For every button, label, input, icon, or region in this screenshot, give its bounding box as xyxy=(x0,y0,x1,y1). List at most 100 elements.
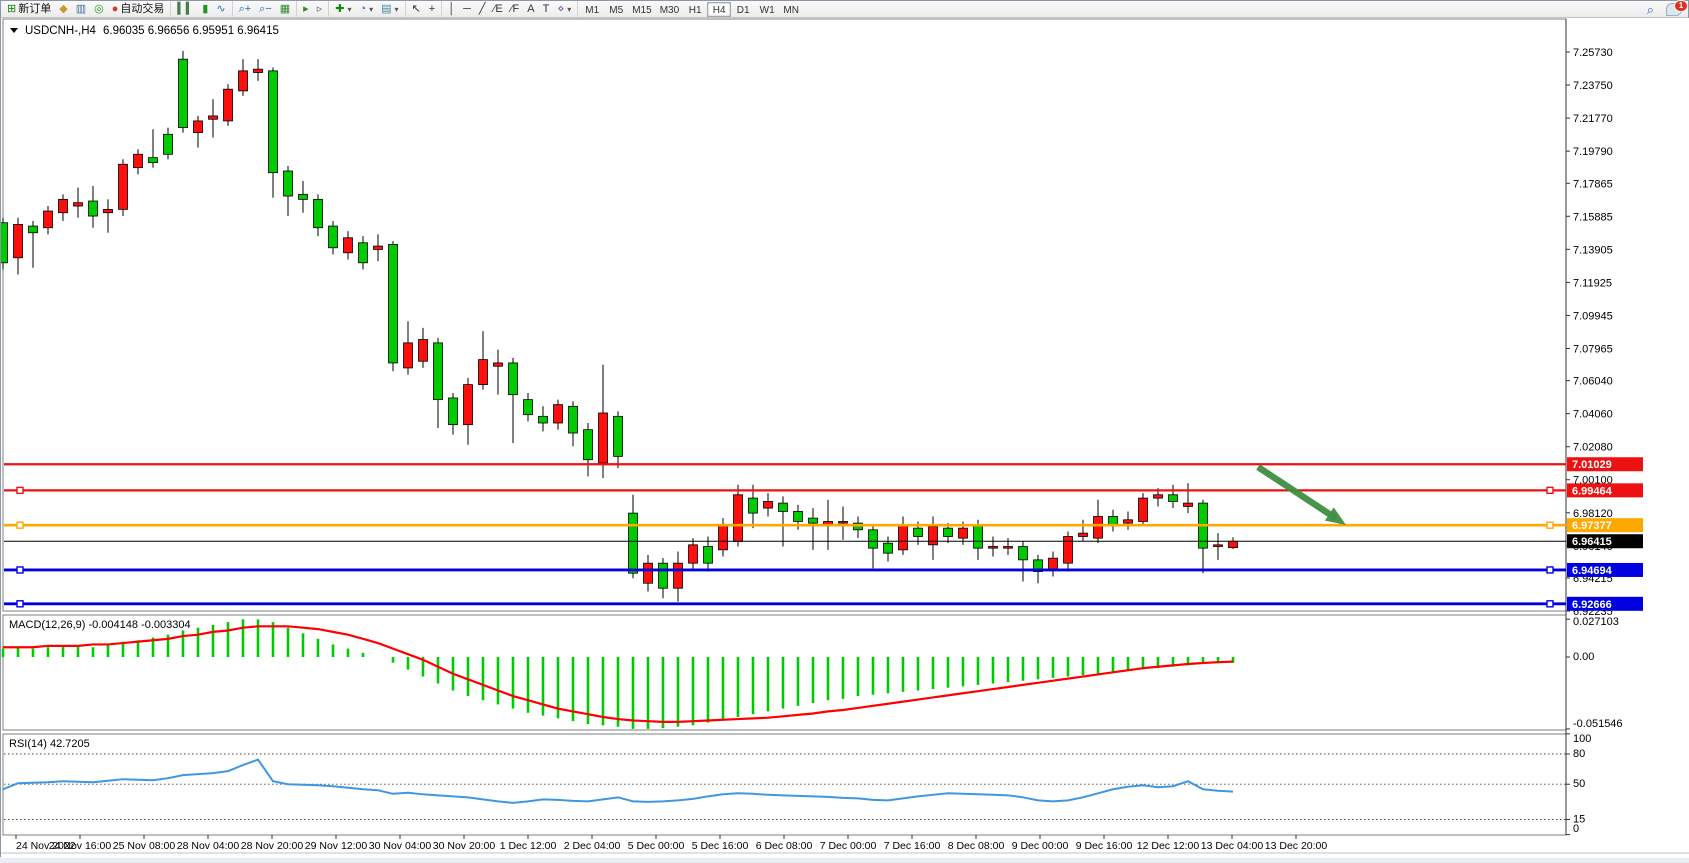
time-tick-label: 24 Nov 2022 xyxy=(16,840,76,852)
new-order-icon: ⊞ xyxy=(7,2,17,15)
periods-icon: ◔ xyxy=(359,2,367,15)
text-icon: A xyxy=(527,2,535,15)
tile-windows-button[interactable]: ▦ xyxy=(276,2,294,17)
timeframe-h1-button[interactable]: H1 xyxy=(683,2,707,17)
resistance-line-2-handle[interactable] xyxy=(1546,486,1554,495)
candlestick-chart-icon: ▮ xyxy=(202,2,209,15)
annotation-arrow-head[interactable] xyxy=(1324,507,1346,525)
signals-button[interactable]: ◎ xyxy=(90,2,108,17)
templates-icon: ▤ xyxy=(381,2,392,15)
chart-shift-button[interactable]: ▹ xyxy=(313,2,327,17)
macd-signal-line xyxy=(3,625,1234,723)
chart-style-icon: ◆ xyxy=(59,2,68,15)
candlestick-chart-button[interactable]: ▮ xyxy=(198,2,212,17)
candle xyxy=(448,397,458,426)
arrows-button[interactable]: ⋄ ▾ xyxy=(553,2,575,17)
line-chart-button[interactable]: ∿ xyxy=(212,2,229,17)
candle xyxy=(523,399,533,416)
usdcnh-h4-chart[interactable]: 7.25730 7.23750 7.21770 7.19790 7.17865 7.158… xyxy=(0,18,1689,858)
symbol-dropdown-icon[interactable] xyxy=(10,28,18,33)
resistance-line-2-handle[interactable] xyxy=(16,486,24,495)
timeframe-h4-button[interactable]: H4 xyxy=(707,1,732,17)
candle xyxy=(0,222,8,264)
timeframe-w1-button[interactable]: W1 xyxy=(755,2,779,17)
candle xyxy=(778,502,788,512)
candle xyxy=(493,362,503,367)
candles-layer xyxy=(0,50,1238,602)
time-tick-label: 9 Dec 16:00 xyxy=(1076,840,1133,852)
timeframe-m15-button[interactable]: M15 xyxy=(628,2,655,17)
support-line-1-price-tag xyxy=(1567,562,1643,577)
candle xyxy=(1183,502,1193,507)
text-button[interactable]: A xyxy=(523,2,538,17)
macd-panel xyxy=(2,614,1567,731)
time-tick-label: 7 Dec 00:00 xyxy=(820,840,877,852)
timeframe-mn-button[interactable]: MN xyxy=(779,2,803,17)
fibonacci-button[interactable]: ⁄F xyxy=(507,2,524,17)
market-watch-button[interactable]: ▥ xyxy=(72,2,90,17)
candle xyxy=(1033,559,1043,572)
chart-style-button[interactable]: ◆ xyxy=(55,2,71,17)
macd-tick-label: 0.027103 xyxy=(1573,616,1619,628)
horizontal-line-icon: ─ xyxy=(463,2,471,15)
annotation-arrow-shaft[interactable] xyxy=(1256,464,1338,522)
candle xyxy=(388,244,398,364)
pivot-line-price-tag xyxy=(1567,518,1643,533)
trendline-button[interactable]: ╱ xyxy=(475,2,490,17)
toolbar-group-trading: ⊞ 新订单 ◆ ▥ ◎ ● 自动交易 xyxy=(1,1,170,18)
pivot-line-handle[interactable] xyxy=(1546,521,1554,529)
candle xyxy=(73,202,83,207)
indicators-button[interactable]: ✚ ▾ xyxy=(331,2,355,17)
chevron-down-icon: ▾ xyxy=(567,4,572,14)
time-tick-label: 24 Nov 16:00 xyxy=(49,840,112,852)
price-tick-label: 7.19790 xyxy=(1573,146,1613,158)
timeframe-m30-button[interactable]: M30 xyxy=(656,2,683,17)
support-line-1-handle[interactable] xyxy=(1546,566,1554,574)
chat-bubble-icon[interactable]: 1 xyxy=(1666,0,1688,16)
cursor-button[interactable]: ↖ xyxy=(408,2,425,17)
resistance-line-2-price-tag xyxy=(1567,483,1643,498)
auto-scroll-button[interactable]: ▸ xyxy=(299,2,313,17)
text-label-button[interactable]: T xyxy=(539,2,554,17)
toolbar-group-chart-types: ▍▍ ▮ ∿ xyxy=(170,0,231,18)
line-chart-icon: ∿ xyxy=(216,2,226,15)
support-line-2-handle[interactable] xyxy=(1546,600,1554,608)
macd-tick-label: -0.051546 xyxy=(1573,718,1623,730)
vertical-line-button[interactable]: │ xyxy=(444,2,459,17)
timeframe-m1-button[interactable]: M1 xyxy=(580,2,604,17)
timeframe-m5-button[interactable]: M5 xyxy=(604,2,628,17)
candle xyxy=(538,415,548,424)
time-tick-label: 30 Nov 04:00 xyxy=(369,840,432,852)
chart-area[interactable]: 7.25730 7.23750 7.21770 7.19790 7.17865 7.158… xyxy=(0,18,1689,858)
equidistant-channel-button[interactable]: ⁄E xyxy=(490,2,507,17)
price-tick-label: 7.21770 xyxy=(1573,113,1613,125)
zoom-out-button[interactable]: ⌕− xyxy=(255,2,276,17)
bar-chart-button[interactable]: ▍▍ xyxy=(173,2,198,17)
toolbar-group-cursor: ↖ + xyxy=(404,0,442,18)
rsi-tick-label: 50 xyxy=(1573,778,1585,790)
support-line-1-handle[interactable] xyxy=(16,566,24,574)
indicators-icon: ✚ xyxy=(335,2,345,15)
candle xyxy=(703,546,713,564)
pivot-line-handle[interactable] xyxy=(16,521,24,529)
time-tick-label: 1 Dec 12:00 xyxy=(500,840,557,852)
candle xyxy=(463,384,473,426)
pivot-line-price-tag-label: 6.97377 xyxy=(1572,520,1612,532)
vertical-line-icon: │ xyxy=(448,2,456,15)
price-tick-label: 7.17865 xyxy=(1573,178,1613,190)
support-line-2-handle[interactable] xyxy=(16,600,24,608)
periods-button[interactable]: ◔ ▾ xyxy=(355,2,377,17)
zoom-in-button[interactable]: ⌕+ xyxy=(235,2,256,17)
autotrading-button[interactable]: ● 自动交易 xyxy=(108,2,169,17)
new-order-button[interactable]: ⊞ 新订单 xyxy=(3,2,55,17)
templates-button[interactable]: ▤ ▾ xyxy=(377,2,402,17)
horizontal-line-button[interactable]: ─ xyxy=(459,2,475,17)
search-icon[interactable]: ⌕ xyxy=(1643,2,1658,17)
toolbar-group-draw-objects: │ ─ ╱ ⁄E ⁄F A T ⋄ ▾ xyxy=(441,0,577,18)
toolbar: ⊞ 新订单 ◆ ▥ ◎ ● 自动交易 ▍▍ ▮ ∿ ⌕+ ⌕− ▦ ▸ ▹ ✚ ▾ ◔ ▾ ▤ ▾ ↖ + │ ─ ╱ ⁄E ⁄F A T… xyxy=(1,0,1688,18)
candle xyxy=(583,429,593,461)
crosshair-button[interactable]: + xyxy=(425,2,439,17)
timeframe-d1-button[interactable]: D1 xyxy=(731,2,755,17)
toolbar-group-objects-mgmt: ✚ ▾ ◔ ▾ ▤ ▾ xyxy=(328,0,404,18)
price-tick-label: 7.11925 xyxy=(1573,277,1612,289)
